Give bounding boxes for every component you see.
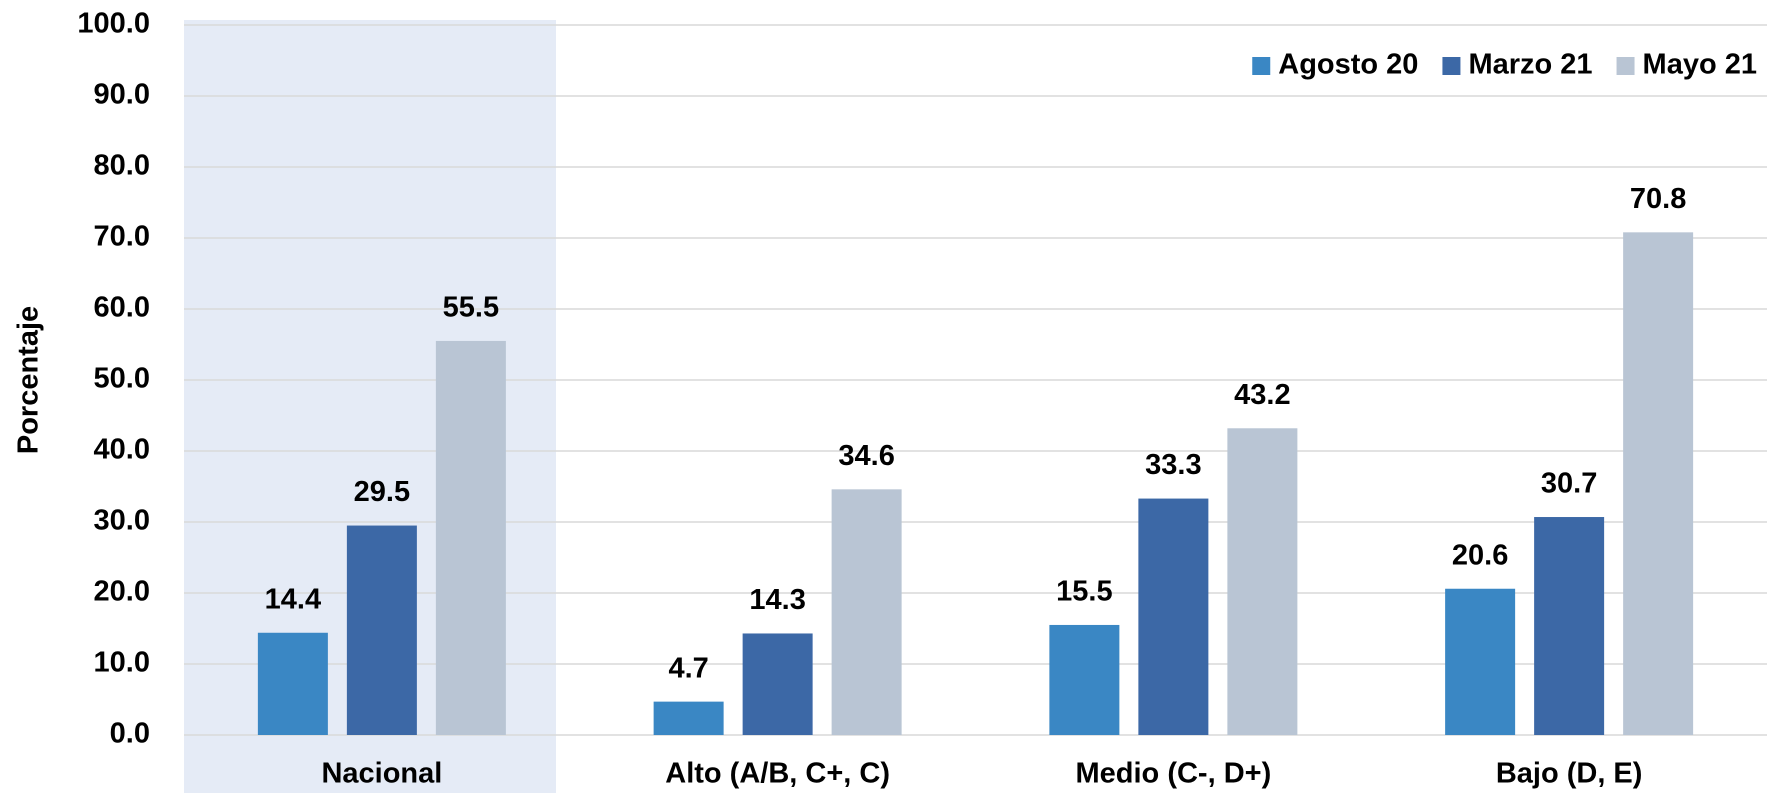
data-label: 33.3 [1145,449,1201,481]
y-tick-label: 30.0 [94,505,150,537]
legend-label: Mayo 21 [1643,49,1757,81]
data-label: 43.2 [1234,379,1290,411]
data-label: 20.6 [1452,539,1508,571]
x-tick-label: Bajo (D, E) [1496,758,1643,790]
data-label: 14.4 [265,583,321,615]
bar [831,489,902,735]
legend-label: Marzo 21 [1468,49,1592,81]
y-tick-label: 10.0 [94,647,150,679]
x-tick-label: Medio (C-, D+) [1076,758,1272,790]
y-tick-label: 100.0 [77,8,150,40]
legend-swatch [1616,57,1635,75]
bar [1445,588,1516,735]
data-label: 14.3 [749,584,805,616]
x-tick-label: Alto (A/B, C+, C) [665,758,890,790]
legend-swatch [1442,57,1461,75]
y-tick-label: 20.0 [94,576,150,608]
bar [346,525,417,735]
bar [435,340,506,735]
y-tick-label: 0.0 [110,718,150,750]
data-label: 55.5 [443,292,499,324]
legend-label: Agosto 20 [1278,49,1418,81]
y-axis-label: Porcentaje [13,306,45,454]
bar [1623,232,1694,735]
y-tick-label: 90.0 [94,79,150,111]
data-label: 34.6 [838,440,894,472]
bar [1227,428,1298,735]
y-tick-label: 70.0 [94,221,150,253]
bar [1534,517,1605,735]
data-label: 15.5 [1056,576,1112,608]
y-tick-label: 50.0 [94,363,150,395]
y-tick-label: 80.0 [94,150,150,182]
y-tick-label: 60.0 [94,292,150,324]
bar [1049,624,1120,735]
bar [257,632,328,735]
bar [1138,498,1209,735]
data-label: 30.7 [1541,468,1597,500]
x-tick-label: Nacional [321,758,442,790]
bar [742,633,813,735]
data-label: 29.5 [354,476,410,508]
data-label: 4.7 [668,652,708,684]
data-label: 70.8 [1630,183,1686,215]
y-tick-label: 40.0 [94,434,150,466]
legend-swatch [1252,57,1271,75]
bar [653,701,724,735]
